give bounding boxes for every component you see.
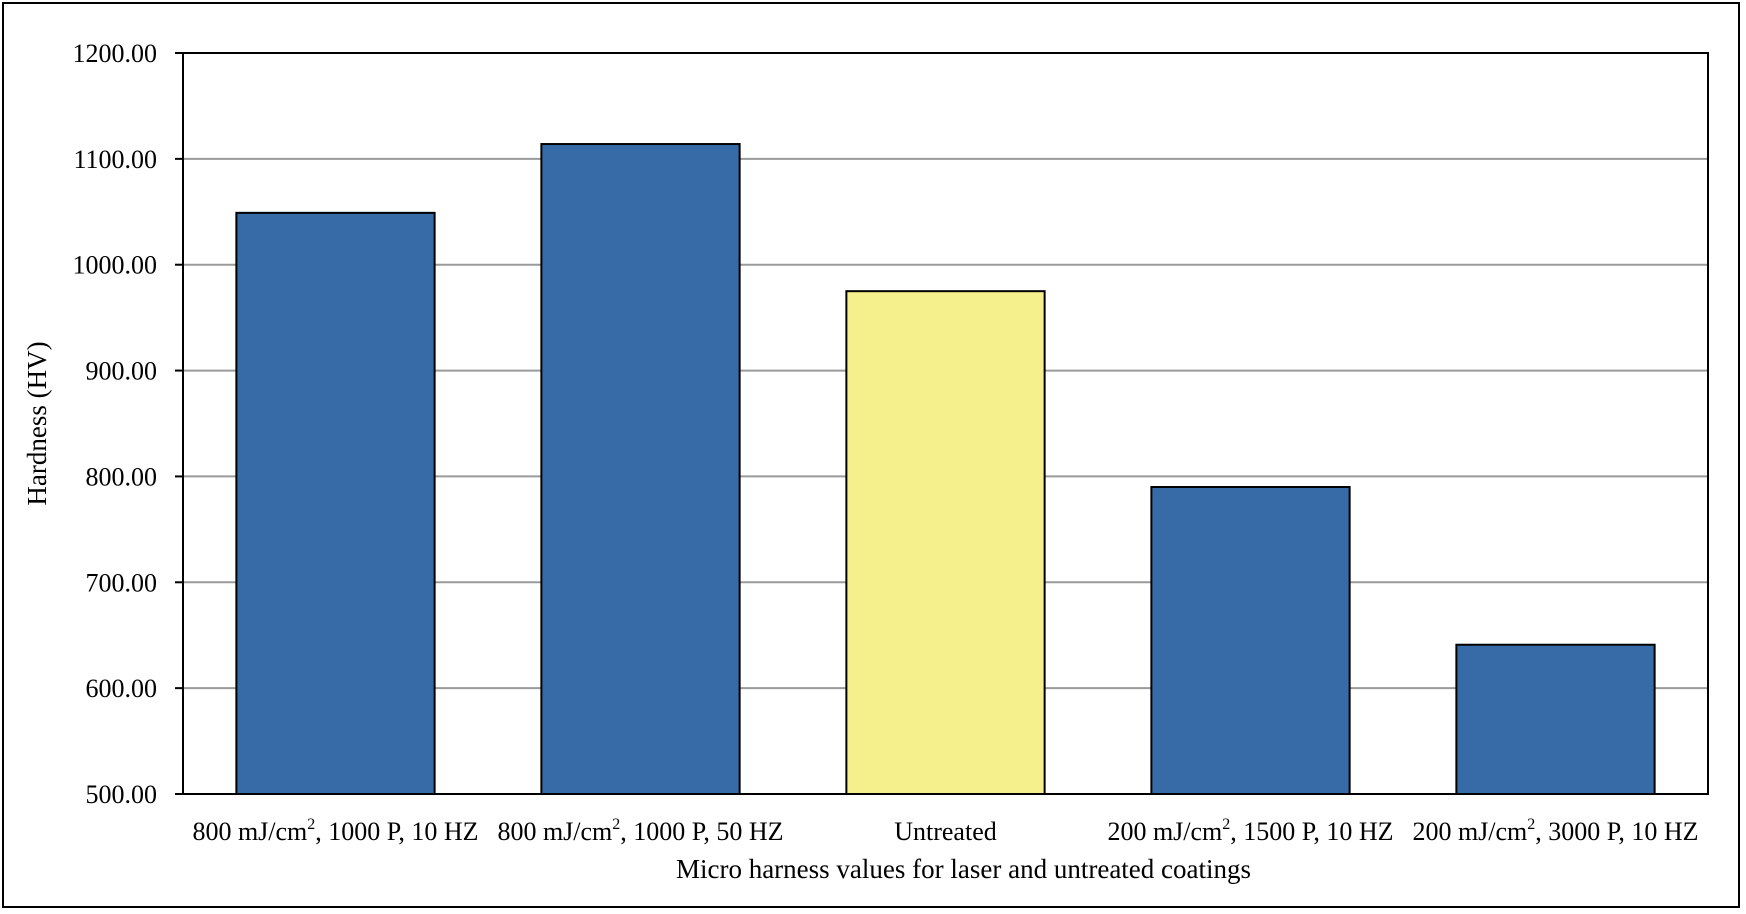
- bar: [1455, 643, 1656, 796]
- x-category-label: 800 mJ/cm2, 1000 P, 10 HZ: [192, 816, 478, 846]
- bar: [1150, 486, 1351, 795]
- bar: [845, 290, 1046, 795]
- y-axis-title: Hardness (HV): [22, 341, 52, 505]
- y-tick-label: 1200.00: [73, 39, 158, 68]
- x-category-label: 800 mJ/cm2, 1000 P, 50 HZ: [497, 816, 783, 846]
- x-category-label: 200 mJ/cm2, 1500 P, 10 HZ: [1107, 816, 1393, 846]
- bars: [235, 143, 1656, 796]
- x-axis-title: Micro harness values for laser and untre…: [676, 854, 1251, 884]
- x-category-label: Untreated: [894, 817, 997, 846]
- x-category-labels: 800 mJ/cm2, 1000 P, 10 HZ 800 mJ/cm2, 100…: [192, 816, 1698, 846]
- y-tick-label: 700.00: [86, 568, 158, 597]
- y-tick-label: 900.00: [86, 357, 158, 386]
- y-tick-labels: 500.00 600.00 700.00 800.00 900.00 1000.00 110…: [73, 39, 183, 809]
- y-tick-label: 1100.00: [73, 145, 157, 174]
- gridlines: [183, 157, 1708, 690]
- x-category-label: 200 mJ/cm2, 3000 P, 10 HZ: [1412, 816, 1698, 846]
- y-tick-label: 1000.00: [73, 251, 158, 280]
- y-tick-label: 500.00: [86, 780, 158, 809]
- bar: [540, 143, 741, 795]
- y-tick-label: 600.00: [86, 674, 158, 703]
- bar: [235, 211, 436, 795]
- y-tick-label: 800.00: [86, 462, 158, 491]
- plot-area-border: [182, 52, 1709, 795]
